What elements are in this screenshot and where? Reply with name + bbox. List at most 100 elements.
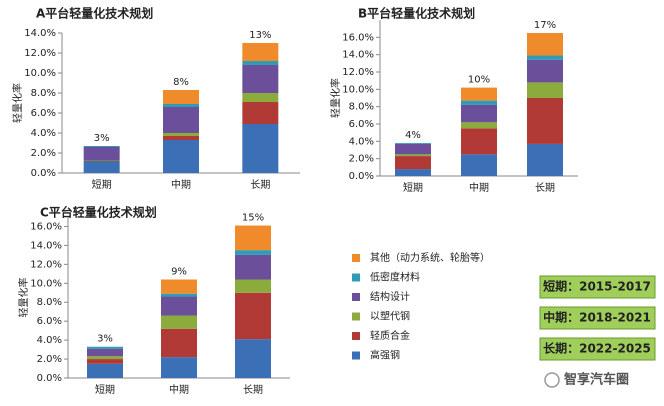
bar-segment — [163, 107, 199, 133]
legend-swatch — [352, 293, 360, 301]
legend-label: 高强钢 — [370, 349, 400, 362]
legend-label: 以塑代钢 — [370, 310, 410, 323]
x-tick-label: 长期 — [535, 182, 555, 194]
x-tick-label: 中期 — [171, 178, 191, 191]
y-axis-label: 轻量化率 — [11, 83, 24, 123]
bar-segment — [242, 61, 279, 65]
bar-segment — [395, 154, 431, 157]
y-axis-label: 轻量化率 — [329, 78, 342, 118]
bar-segment — [235, 279, 271, 293]
y-tick-label: 16.0% — [30, 221, 62, 232]
y-tick-label: 6.0% — [31, 108, 56, 119]
y-tick-label: 6.0% — [37, 316, 62, 327]
total-label: 9% — [171, 267, 187, 278]
bar-segment — [83, 160, 120, 161]
bar-segment — [235, 292, 271, 340]
legend-swatch — [352, 332, 360, 340]
chart-title: A平台轻量化技术规划 — [36, 6, 153, 21]
bar-segment — [161, 357, 197, 378]
legend-swatch — [352, 312, 360, 321]
y-tick-label: 14.0% — [342, 50, 374, 61]
bar-segment — [163, 133, 199, 136]
y-tick-label: 8.0% — [349, 102, 374, 113]
total-label: 15% — [242, 213, 264, 224]
watermark-icon — [544, 372, 560, 388]
x-tick-label: 中期 — [169, 383, 189, 396]
bar-segment — [242, 93, 279, 102]
bar-segment — [161, 296, 197, 316]
total-label: 4% — [405, 130, 421, 141]
bar-segment — [87, 363, 123, 378]
bar-segment — [83, 147, 120, 160]
legend-label: 低密度材料 — [370, 271, 420, 284]
bar-segment — [395, 143, 431, 144]
legend-swatch — [352, 273, 360, 282]
bar-segment — [163, 104, 199, 107]
chart-title: B平台轻量化技术规划 — [358, 6, 475, 21]
bar-segment — [163, 140, 199, 173]
legend-swatch — [352, 254, 360, 262]
bar-segment — [235, 254, 271, 280]
y-tick-label: 2.0% — [349, 154, 374, 165]
period-box — [539, 306, 656, 330]
y-tick-label: 4.0% — [37, 335, 62, 346]
y-tick-label: 14.0% — [24, 28, 56, 39]
y-tick-label: 0.0% — [349, 171, 374, 182]
bar-segment — [87, 348, 123, 357]
y-tick-label: 8.0% — [37, 297, 62, 308]
y-tick-label: 10.0% — [342, 84, 374, 95]
x-tick-label: 长期 — [243, 384, 263, 396]
x-tick-label: 长期 — [250, 179, 270, 191]
y-tick-label: 6.0% — [349, 119, 374, 130]
total-label: 17% — [534, 20, 556, 31]
bar-segment — [161, 293, 197, 297]
y-tick-label: 12.0% — [30, 259, 62, 270]
bar-segment — [161, 328, 197, 358]
total-label: 8% — [173, 77, 189, 88]
y-tick-label: 10.0% — [24, 68, 56, 79]
y-tick-label: 2.0% — [37, 354, 62, 365]
bar-segment — [242, 43, 279, 61]
bar-segment — [83, 160, 120, 161]
x-tick-label: 中期 — [469, 181, 489, 194]
watermark: 智享汽车圈 — [564, 372, 629, 388]
chart-title: C平台轻量化技术规划 — [40, 205, 157, 220]
bar-segment — [87, 346, 123, 349]
y-tick-label: 12.0% — [342, 67, 374, 78]
y-tick-label: 8.0% — [31, 88, 56, 99]
y-tick-label: 14.0% — [30, 240, 62, 251]
bar-segment — [163, 90, 199, 104]
period-label: 中期：2018-2021 — [543, 310, 651, 325]
bar-segment — [161, 315, 197, 329]
bar-segment — [161, 279, 197, 294]
legend-label: 其他（动力系统、轮胎等） — [370, 251, 490, 264]
y-tick-label: 4.0% — [349, 136, 374, 147]
bar-segment — [87, 359, 123, 364]
bar-segment — [395, 169, 431, 176]
bar-segment — [461, 87, 497, 101]
legend-label: 结构设计 — [370, 290, 410, 303]
bar-segment — [163, 136, 199, 140]
bar-segment — [527, 55, 563, 60]
bar-segment — [527, 33, 563, 56]
period-label: 短期：2015-2017 — [543, 279, 651, 294]
y-tick-label: 16.0% — [342, 32, 374, 43]
x-tick-label: 短期 — [403, 181, 423, 194]
y-tick-label: 0.0% — [37, 373, 62, 384]
bar-segment — [527, 143, 563, 176]
total-label: 3% — [94, 133, 110, 144]
bar-segment — [242, 65, 279, 93]
period-box — [539, 275, 656, 299]
bar-segment — [461, 104, 497, 123]
bar-segment — [461, 154, 497, 176]
bar-segment — [87, 356, 123, 360]
x-tick-label: 短期 — [95, 383, 115, 396]
bar-segment — [83, 146, 120, 147]
bar-segment — [83, 161, 120, 173]
bar-segment — [527, 82, 563, 98]
bar-segment — [235, 339, 271, 378]
period-box — [539, 337, 656, 361]
bar-segment — [461, 122, 497, 129]
bar-segment — [527, 98, 563, 144]
